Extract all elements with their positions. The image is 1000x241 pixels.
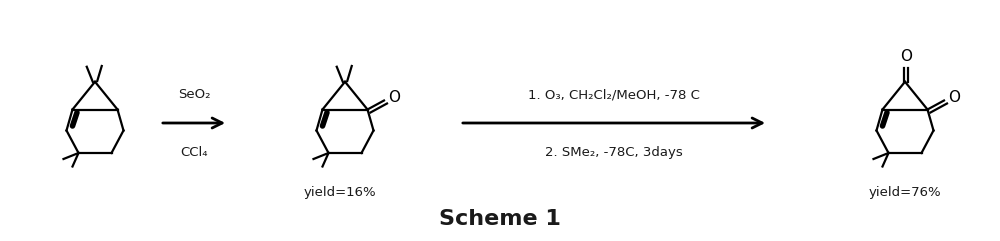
Text: O: O [388, 90, 400, 105]
Text: 1. O₃, CH₂Cl₂/MeOH, -78 C: 1. O₃, CH₂Cl₂/MeOH, -78 C [528, 88, 700, 101]
Text: Scheme 1: Scheme 1 [439, 209, 561, 229]
Text: yield=16%: yield=16% [304, 186, 376, 199]
Text: 2. SMe₂, -78C, 3days: 2. SMe₂, -78C, 3days [545, 146, 683, 159]
Text: CCl₄: CCl₄ [180, 146, 208, 159]
Text: SeO₂: SeO₂ [178, 88, 210, 101]
Text: O: O [900, 49, 912, 64]
Text: O: O [948, 90, 960, 105]
Text: yield=76%: yield=76% [869, 186, 941, 199]
